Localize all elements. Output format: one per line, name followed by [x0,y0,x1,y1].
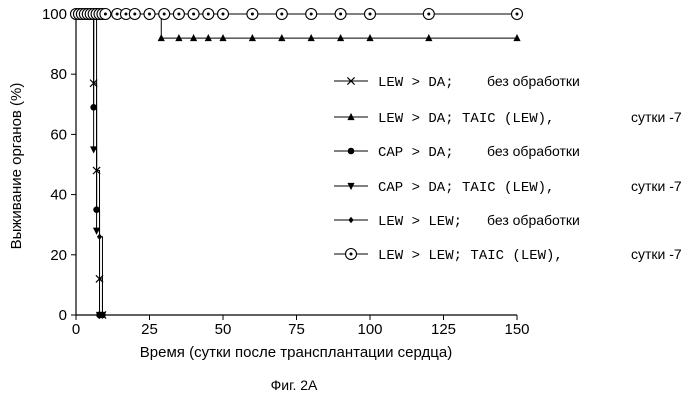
legend: LEW > DA; без обработки LEW > DA; TAIC (LE… [334,73,682,264]
y-tick-label: 60 [50,126,67,143]
data-point [100,9,111,20]
x-tick-label: 100 [357,321,382,338]
x-tick-label: 75 [288,321,305,338]
y-tick-label: 0 [59,307,67,324]
legend-note: сутки -7 [631,109,682,125]
legend-code: CAP > DA; [378,145,454,161]
data-point [129,9,140,20]
figure-caption: Фиг. 2А [271,377,318,393]
legend-note: без обработки [487,212,580,228]
y-tick-label: 80 [50,66,67,83]
legend-item: LEW > LEW; без обработки [334,212,580,230]
legend-marker [348,148,355,155]
series-line [76,14,517,38]
x-tick-label: 0 [72,321,80,338]
legend-item: CAP > DA; без обработки [334,143,580,161]
series-5 [73,11,105,318]
data-point [247,9,258,20]
x-tick-label: 25 [141,321,158,338]
data-point [276,9,287,20]
y-tick-label: 40 [50,187,67,204]
legend-code: LEW > LEW; [378,214,462,230]
data-point [306,9,317,20]
data-point [203,9,214,20]
legend-code: LEW > DA; [378,75,454,91]
series-1 [72,10,106,318]
legend-note: сутки -7 [631,246,682,262]
series-3 [73,11,106,319]
legend-item: CAP > DA; TAIC (LEW), сутки -7 [334,178,682,196]
legend-code: LEW > LEW; TAIC (LEW), [378,248,563,264]
plot-area [76,14,517,315]
y-tick-label: 100 [42,6,67,23]
series-6 [71,9,523,20]
legend-item: LEW > DA; TAIC (LEW), сутки -7 [334,109,682,127]
legend-note: сутки -7 [631,178,682,194]
data-point [365,9,376,20]
x-tick-label: 125 [431,321,456,338]
legend-marker [346,249,357,260]
series-4 [72,11,106,319]
series-line [76,14,102,315]
data-point [144,9,155,20]
data-point [97,234,102,240]
legend-item: LEW > LEW; TAIC (LEW), сутки -7 [334,246,682,264]
data-point [188,9,199,20]
data-point [218,9,229,20]
data-point [159,9,170,20]
legend-note: без обработки [487,143,580,159]
data-point [423,9,434,20]
x-tick-label: 50 [215,321,232,338]
series-line [76,14,102,315]
legend-marker [348,217,353,223]
series-line [76,14,102,315]
series-line [76,14,102,315]
data-point [335,9,346,20]
data-point [512,9,523,20]
y-tick-label: 20 [50,247,67,264]
y-axis-label: Выживание органов (%) [8,83,25,250]
series-layer [71,9,523,320]
data-point [173,9,184,20]
legend-code: CAP > DA; TAIC (LEW), [378,180,554,196]
legend-note: без обработки [487,73,580,89]
x-tick-label: 150 [504,321,529,338]
legend-code: LEW > DA; TAIC (LEW), [378,111,554,127]
legend-item: LEW > DA; без обработки [334,73,580,91]
axis-ticks: 0 25 50 75 100 125 150 0 20 40 60 80 100 [42,6,530,338]
x-axis-label: Время (сутки после трансплантации сердца… [140,344,452,361]
